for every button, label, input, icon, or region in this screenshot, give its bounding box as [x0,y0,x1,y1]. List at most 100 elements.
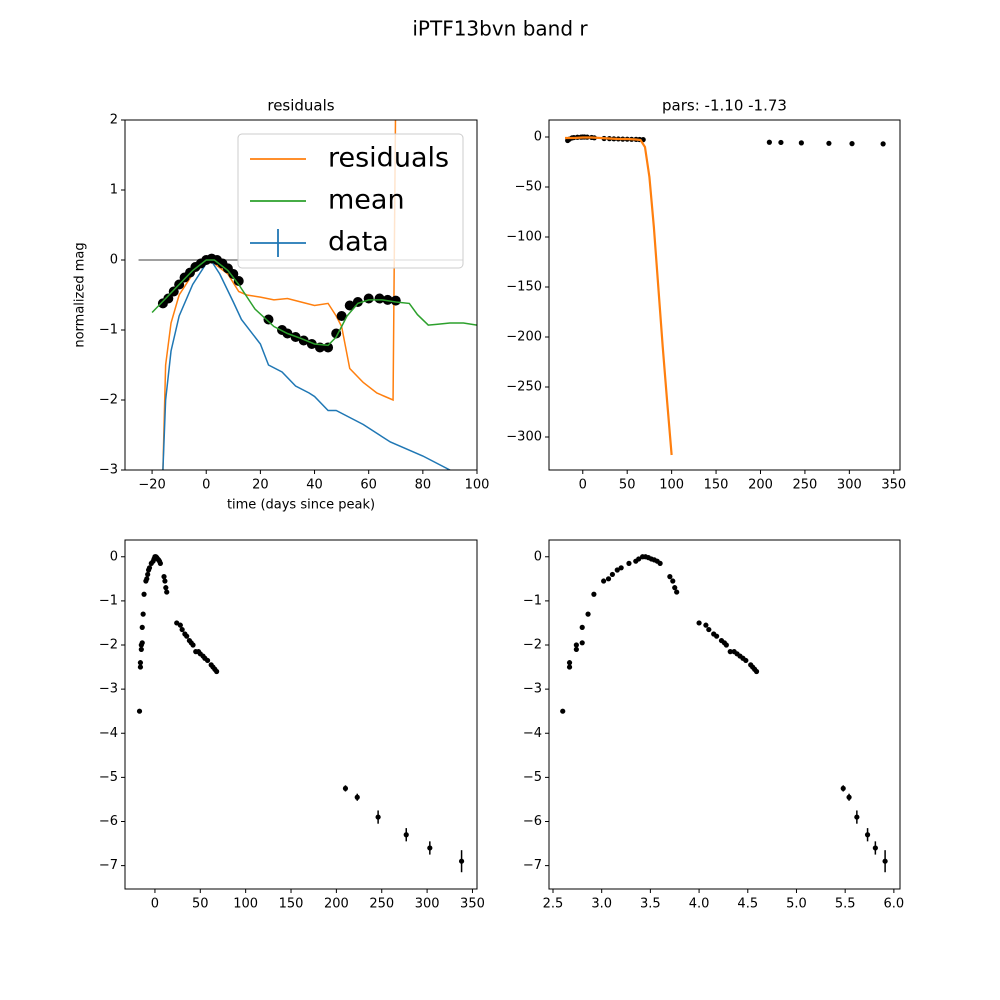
marker [846,794,852,800]
y-tick-label: −6 [99,814,118,829]
marker [458,858,465,864]
marker [667,574,673,580]
x-tick-label: 60 [360,478,377,493]
x-tick-label: 2.5 [543,897,564,912]
y-tick-label: −2 [523,638,542,653]
marker [323,342,334,353]
x-tick-label: 50 [192,897,209,912]
marker [798,140,804,146]
marker [164,589,170,595]
x-tick-label: −20 [138,478,165,493]
marker [141,591,147,597]
y-tick-label: 2 [110,113,118,128]
marker [352,297,363,307]
marker [214,668,220,675]
marker [882,858,888,864]
y-tick-label: −7 [523,858,542,873]
marker [168,286,179,297]
x-tick-label: 250 [369,897,394,912]
x-tick-label: 350 [881,478,906,493]
legend-box [237,133,464,269]
series-line [151,259,477,347]
marker [880,141,886,147]
marker [138,646,144,653]
marker [657,560,663,566]
y-tick-label: −2 [99,638,118,653]
marker [826,140,832,146]
marker [163,293,174,304]
x-tick-label: 250 [793,478,818,493]
marker [614,567,620,573]
marker [674,589,680,595]
marker [579,640,585,646]
marker [579,624,585,630]
marker [766,139,772,145]
marker [137,660,144,666]
y-tick-label: −250 [506,380,542,395]
y-tick-label: −3 [523,682,542,697]
x-tick-label: 5.0 [786,897,807,912]
marker [573,642,579,648]
x-tick-label: 0 [202,478,210,493]
marker [618,565,624,571]
y-tick-label: −4 [523,726,542,741]
y-tick-label: −7 [99,858,118,873]
marker [854,814,860,820]
x-tick-label: 0 [151,897,159,912]
plot-area [564,134,886,456]
marker [342,785,349,792]
marker [636,556,642,562]
series-line [564,136,673,456]
plot-area [560,554,888,873]
marker [778,139,784,146]
y-tick-label: −50 [515,180,542,195]
y-tick-label: −100 [506,230,542,245]
marker [560,708,566,714]
marker [139,624,145,630]
marker [336,311,347,321]
marker [157,560,163,566]
y-tick-label: −1 [99,593,118,608]
marker [670,578,676,584]
x-tick-label: 4.5 [737,897,758,912]
marker [137,664,144,670]
x-tick-label: 150 [704,478,729,493]
marker [382,294,393,305]
legend-label: residuals [328,143,449,174]
marker [184,633,190,639]
marker [233,276,244,286]
axes-frame [124,539,478,890]
x-tick-label: 150 [279,897,304,912]
marker [375,814,381,820]
plot-area [138,120,477,470]
y-tick-label: −300 [506,430,542,445]
figure-title: iPTF13bvn band r [412,17,588,41]
x-tick-label: 200 [324,897,349,912]
marker [605,576,612,582]
x-tick-label: 5.5 [835,897,856,912]
marker [374,293,385,304]
y-tick-label: −3 [99,463,118,478]
marker [204,657,211,664]
marker [354,794,360,800]
marker [145,571,151,578]
y-tick-label: −1 [523,593,542,608]
marker [566,664,573,670]
y-tick-label: −2 [99,393,118,408]
marker [162,578,168,584]
x-tick-label: 6.0 [884,897,905,912]
marker [609,571,616,578]
data-line [162,260,452,470]
marker [363,293,374,304]
legend-label: mean [328,185,405,216]
y-tick-label: 0 [534,549,542,564]
axes-title: pars: -1.10 -1.73 [662,97,787,115]
x-tick-label: 0 [579,478,587,493]
marker [263,314,274,325]
x-tick-label: 350 [460,897,485,912]
marker [177,622,183,628]
x-tick-label: 4.0 [689,897,710,912]
marker [390,295,401,306]
legend-label: data [328,227,389,258]
